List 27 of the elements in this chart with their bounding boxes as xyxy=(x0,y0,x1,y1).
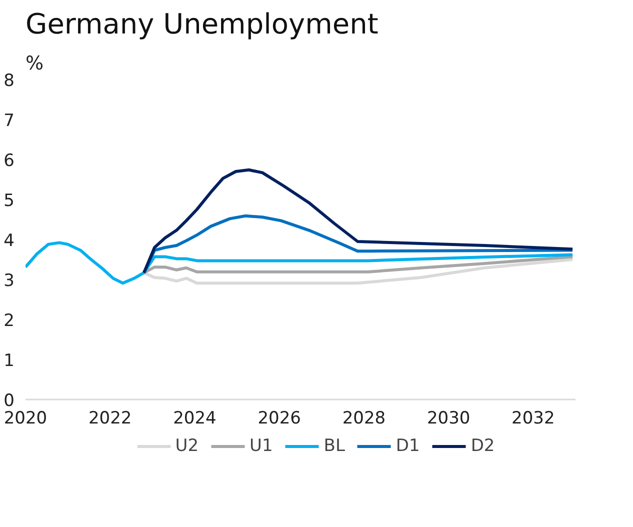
y-tick-label: 8 xyxy=(4,71,15,91)
y-tick-label: 5 xyxy=(4,191,15,211)
x-tick-label: 2032 xyxy=(512,408,555,428)
x-tick-label: 2026 xyxy=(258,408,301,428)
legend-label: D2 xyxy=(470,436,495,456)
legend-label: U1 xyxy=(250,436,273,456)
x-tick-label: 2028 xyxy=(342,408,386,428)
line-series xyxy=(142,258,574,285)
chart-title: Germany Unemployment xyxy=(26,8,378,40)
line-series xyxy=(142,214,574,274)
x-tick-label: 2030 xyxy=(426,408,470,428)
legend-label: BL xyxy=(324,436,345,456)
y-tick-label: 0 xyxy=(4,391,15,411)
legend-label: U2 xyxy=(175,436,199,456)
y-tick-label: 6 xyxy=(4,151,15,171)
x-tick-label: 2022 xyxy=(88,408,132,428)
line-series xyxy=(26,241,574,285)
y-axis-title: % xyxy=(26,52,44,74)
line-series xyxy=(142,168,574,274)
legend-label: D1 xyxy=(396,436,420,456)
y-tick-label: 3 xyxy=(4,271,15,291)
x-tick-label: 2020 xyxy=(4,408,48,428)
y-tick-label: 1 xyxy=(4,351,15,371)
x-tick-label: 2024 xyxy=(173,408,216,428)
y-tick-label: 7 xyxy=(4,111,15,131)
y-tick-label: 2 xyxy=(4,311,15,331)
y-tick-label: 4 xyxy=(4,231,15,251)
